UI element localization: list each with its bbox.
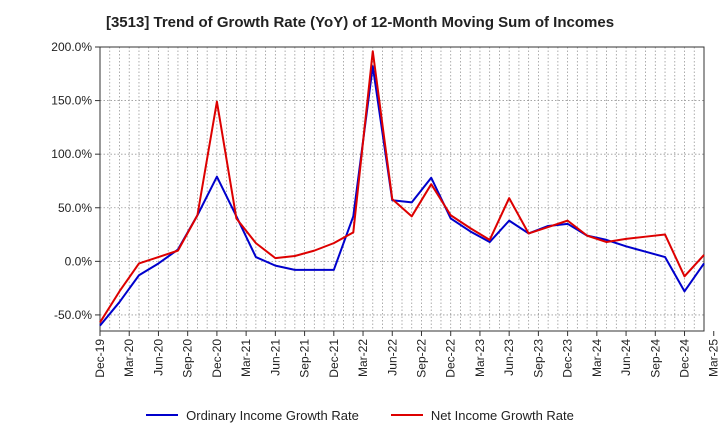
axes bbox=[95, 46, 715, 336]
y-tick-label: 0.0% bbox=[65, 254, 93, 268]
legend: Ordinary Income Growth Rate Net Income G… bbox=[0, 404, 720, 426]
plot-frame bbox=[99, 46, 705, 332]
legend-swatch-ordinary bbox=[146, 414, 179, 416]
x-tick-label: Mar-24 bbox=[590, 339, 604, 377]
x-tick-label: Jun-22 bbox=[385, 339, 399, 376]
x-tick-label: Dec-24 bbox=[678, 339, 692, 378]
x-tick-label: Mar-21 bbox=[239, 339, 253, 377]
y-tick-label: 100.0% bbox=[51, 147, 92, 161]
x-tick-label: Sep-23 bbox=[531, 339, 545, 378]
tick-labels: 200.0% 150.0% 100.0% 50.0% 0.0% -50.0% Dec-19 M… bbox=[51, 40, 720, 378]
series-line-net-income bbox=[99, 50, 705, 323]
chart-title: [3513] Trend of Growth Rate (YoY) of 12-… bbox=[105, 14, 615, 31]
y-tick-label: 50.0% bbox=[58, 201, 92, 215]
x-tick-label: Sep-24 bbox=[648, 339, 662, 378]
series-line-ordinary-income bbox=[99, 65, 705, 327]
legend-item-ordinary: Ordinary Income Growth Rate bbox=[146, 408, 359, 423]
x-tick-label: Mar-22 bbox=[356, 339, 370, 377]
y-tick-label: 200.0% bbox=[51, 40, 92, 54]
y-tick-label: 150.0% bbox=[51, 94, 92, 108]
x-tick-label: Jun-20 bbox=[151, 339, 165, 376]
x-tick-label: Dec-23 bbox=[561, 339, 575, 378]
x-tick-label: Sep-22 bbox=[414, 339, 428, 378]
series bbox=[99, 50, 705, 327]
legend-label-ordinary: Ordinary Income Growth Rate bbox=[186, 407, 359, 423]
x-tick-label: Dec-21 bbox=[327, 339, 341, 378]
x-tick-label: Sep-20 bbox=[181, 339, 195, 378]
legend-swatch-net bbox=[390, 414, 423, 416]
x-tick-label: Mar-20 bbox=[122, 339, 136, 377]
x-tick-label: Jun-23 bbox=[502, 339, 516, 376]
x-tick-label: Dec-19 bbox=[93, 339, 107, 378]
x-tick-label: Mar-25 bbox=[707, 339, 720, 377]
x-tick-label: Dec-20 bbox=[210, 339, 224, 378]
x-tick-label: Dec-22 bbox=[444, 339, 458, 378]
x-tick-label: Mar-23 bbox=[473, 339, 487, 377]
x-tick-label: Sep-21 bbox=[298, 339, 312, 378]
grid bbox=[99, 46, 705, 331]
y-tick-label: -50.0% bbox=[54, 308, 92, 322]
legend-label-net: Net Income Growth Rate bbox=[430, 407, 574, 423]
legend-item-net: Net Income Growth Rate bbox=[390, 407, 574, 423]
x-tick-label: Jun-21 bbox=[268, 339, 282, 376]
x-tick-label: Jun-24 bbox=[619, 339, 633, 376]
